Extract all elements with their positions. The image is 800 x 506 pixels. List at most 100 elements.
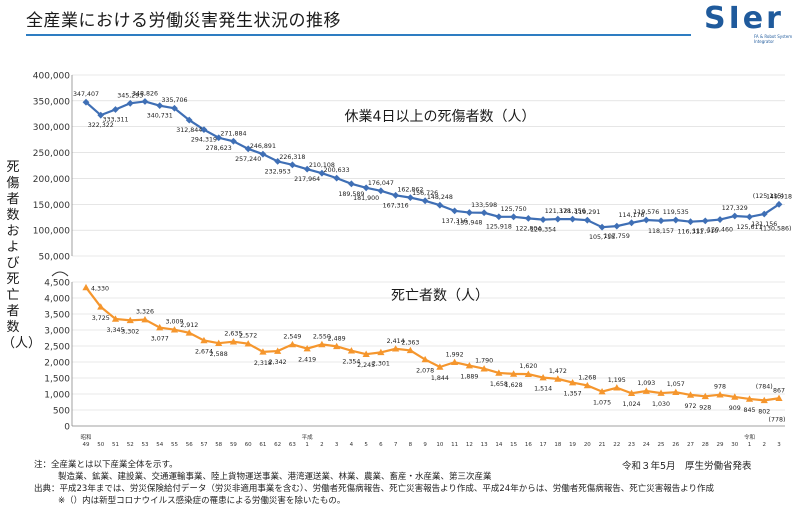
casualty-point xyxy=(465,209,473,216)
casualty-data-label: 149,918 xyxy=(766,193,792,200)
casualty-point xyxy=(716,216,724,223)
x-tick-label: 63 xyxy=(289,442,296,448)
casualty-excl-covid-label: (130,586) xyxy=(761,225,792,232)
casualty-point xyxy=(731,212,739,220)
casualty-data-label: 335,706 xyxy=(161,97,187,104)
fatality-point xyxy=(672,388,680,395)
fatality-data-label: 3,345 xyxy=(106,327,124,334)
x-tick-label: 3 xyxy=(777,442,781,448)
casualty-point xyxy=(760,210,768,218)
top-y-tick-label: 250,000 xyxy=(33,149,70,159)
x-tick-label: 11 xyxy=(451,442,458,448)
casualty-data-label: 333,311 xyxy=(102,116,128,123)
fatality-data-label: 2,912 xyxy=(180,322,198,329)
x-tick-label: 5 xyxy=(364,442,368,448)
x-tick-label: 20 xyxy=(584,442,591,448)
x-tick-label: 10 xyxy=(436,442,443,448)
x-tick-label: 27 xyxy=(687,442,694,448)
fatality-data-label: 1,093 xyxy=(637,380,655,387)
top-y-tick-label: 350,000 xyxy=(33,97,70,107)
casualty-data-label: 133,598 xyxy=(471,202,497,209)
casualty-point xyxy=(303,165,311,173)
casualty-point xyxy=(156,102,164,110)
casualty-point xyxy=(701,217,709,225)
x-tick-label: 4 xyxy=(350,442,354,448)
fatality-data-label: 2,342 xyxy=(269,359,287,366)
y-axis-label: 死傷者数および死亡者数（人） xyxy=(2,160,42,351)
casualty-data-label: 121,378 xyxy=(545,208,571,215)
fatality-point xyxy=(745,395,754,402)
casualty-data-label: 345,293 xyxy=(117,92,143,99)
x-tick-label: 62 xyxy=(274,442,281,448)
fatality-point xyxy=(141,315,149,323)
x-tick-label: 54 xyxy=(156,442,163,448)
casualty-point xyxy=(215,134,223,142)
casualty-data-label: 105,718 xyxy=(589,234,615,241)
fatality-data-label: 1,790 xyxy=(475,358,493,365)
fatality-point xyxy=(406,346,414,354)
note-line-2: 製造業、鉱業、建設業、交通運輸事業、陸上貨物運送事業、港湾運送業、林業、農業、畜… xyxy=(58,472,492,482)
fatality-point xyxy=(170,326,179,333)
casualty-data-label: 189,589 xyxy=(338,191,364,198)
fatality-point xyxy=(347,347,356,354)
x-tick-label: 29 xyxy=(717,442,724,448)
fatality-data-label: 1,195 xyxy=(608,377,626,384)
fatality-point xyxy=(583,381,591,389)
fatality-data-label: 3,326 xyxy=(136,309,154,316)
casualty-data-label: 217,964 xyxy=(294,176,320,183)
casualty-data-label: 210,108 xyxy=(309,162,335,169)
casualty-data-label: 340,731 xyxy=(147,113,173,120)
x-tick-label: 19 xyxy=(569,442,576,448)
fatality-point xyxy=(701,392,709,400)
casualty-data-label: 257,240 xyxy=(235,156,261,163)
casualty-data-label: 119,535 xyxy=(663,209,689,216)
sier-logo: SIer FA & Robot System Integrator xyxy=(704,1,796,45)
casualty-data-label: 278,623 xyxy=(206,145,232,152)
casualty-point xyxy=(274,157,282,165)
fatality-point xyxy=(333,342,341,350)
fatality-point xyxy=(465,361,473,369)
casualty-point xyxy=(362,184,370,192)
x-tick-label: 9 xyxy=(423,442,427,448)
source-date: 令和３年5月 厚生労働省発表 xyxy=(622,461,752,472)
casualty-data-label: 322,322 xyxy=(88,122,114,129)
fatality-data-label: 2,635 xyxy=(224,331,242,338)
fatality-point xyxy=(554,375,562,382)
fatality-data-label: 1,268 xyxy=(578,374,596,381)
x-tick-label: 3 xyxy=(335,442,339,448)
axis-break-mark xyxy=(51,271,69,277)
casualty-data-label: 119,576 xyxy=(633,209,659,216)
casualty-point xyxy=(348,180,355,188)
fatality-point xyxy=(126,316,134,324)
casualty-data-label: 167,316 xyxy=(383,202,409,209)
casualty-point xyxy=(97,111,105,119)
casualty-data-label: 176,047 xyxy=(368,180,394,187)
casualty-data-label: 181,900 xyxy=(353,195,379,202)
casualty-point xyxy=(672,216,680,224)
casualty-point xyxy=(554,215,562,223)
x-tick-label: 25 xyxy=(658,442,665,448)
casualty-point xyxy=(746,213,753,221)
casualty-data-label: 125,750 xyxy=(501,206,527,213)
note-line-4: ※（）内は新型コロナウイルス感染症の罹患による労働災害を除いたもの。 xyxy=(58,496,346,506)
casualty-point xyxy=(82,98,90,106)
casualty-point xyxy=(480,209,488,217)
fatality-point xyxy=(97,303,105,310)
x-tick-label: 57 xyxy=(200,442,207,448)
fatality-data-label: 1,620 xyxy=(519,363,537,370)
casualty-point xyxy=(406,194,414,202)
fatality-point xyxy=(539,373,547,381)
logo-text: SIer xyxy=(704,1,784,36)
fatality-data-label: 1,357 xyxy=(564,391,582,398)
casualty-point xyxy=(392,191,400,199)
top-chart-title: 休業4日以上の死傷者数（人） xyxy=(345,109,536,125)
x-tick-label: 2 xyxy=(320,442,324,448)
fatality-point xyxy=(686,391,695,398)
x-tick-label: 6 xyxy=(379,442,383,448)
note-line-1: 注：全産業とは以下産業全体を示す。 xyxy=(34,460,178,470)
x-tick-label: 26 xyxy=(672,442,679,448)
bottom-y-tick-label: 3,500 xyxy=(44,311,70,321)
casualty-data-label: 246,891 xyxy=(250,143,276,150)
fatality-point xyxy=(716,391,724,398)
fatality-point xyxy=(392,345,400,352)
